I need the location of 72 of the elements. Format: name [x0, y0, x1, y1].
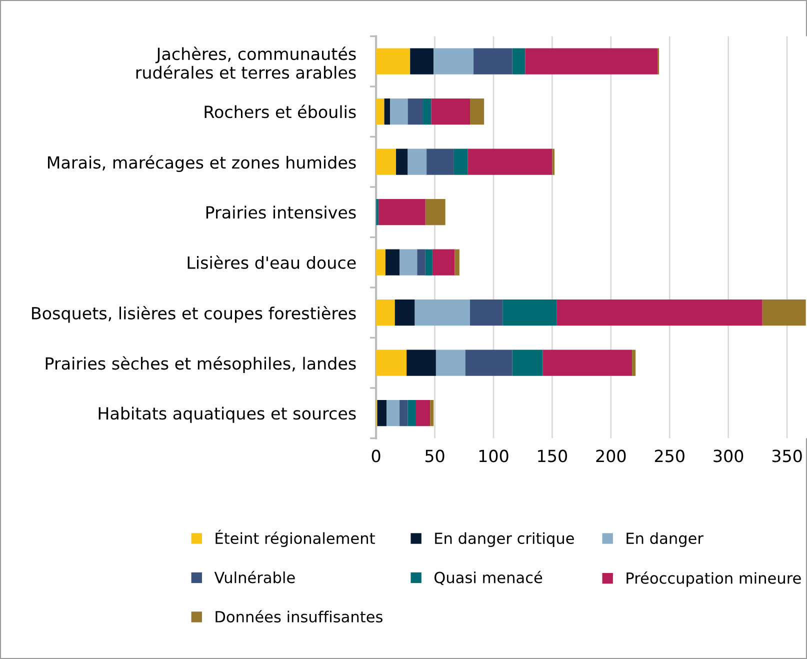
x-tick-label: 350 — [772, 450, 802, 462]
bar — [423, 98, 432, 125]
bar — [408, 148, 427, 175]
bar — [408, 400, 416, 426]
bar — [426, 148, 454, 175]
y-tick-label: Jachères, communautés rudérales et terres arables — [136, 46, 356, 79]
bar — [454, 249, 460, 276]
bar — [376, 98, 384, 125]
bar — [465, 350, 512, 376]
bar — [377, 400, 387, 426]
bar — [431, 98, 470, 125]
bar — [512, 48, 526, 74]
bar — [762, 300, 806, 326]
x-tick-label: 300 — [714, 450, 744, 462]
x-tick-label: 150 — [538, 450, 567, 462]
bar — [400, 249, 418, 276]
bar — [552, 148, 555, 175]
y-tick-label: Prairies intensives — [206, 206, 356, 219]
bar — [432, 249, 455, 276]
legend-label: Vulnérable — [214, 570, 295, 584]
legend-label: Données insuffisantes — [216, 610, 382, 623]
y-tick-label: Rochers et éboulis — [204, 104, 356, 118]
bar — [400, 400, 408, 426]
bar — [376, 48, 410, 74]
bar — [376, 249, 386, 276]
bar — [436, 350, 466, 376]
x-tick-label: 0 — [372, 450, 380, 462]
bar — [502, 300, 557, 326]
bar — [390, 98, 408, 125]
legend-label: Éteint régionalement — [216, 530, 375, 548]
bar — [376, 148, 396, 175]
y-tick-label: Bosquets, lisières et coupes forestières — [32, 306, 356, 323]
bar — [408, 98, 424, 125]
bar — [396, 148, 408, 175]
bar — [454, 148, 468, 175]
legend-label: En danger critique — [435, 532, 574, 548]
bar — [386, 400, 400, 426]
bar — [410, 48, 434, 74]
bar — [378, 199, 426, 226]
bar — [414, 300, 470, 326]
bar — [384, 98, 390, 125]
x-tick-label: 250 — [654, 450, 684, 462]
bar — [406, 350, 436, 376]
bar — [542, 350, 632, 376]
bar — [385, 249, 400, 276]
legend-label: En danger — [626, 532, 704, 548]
bar — [425, 249, 432, 276]
bar — [434, 48, 474, 74]
bar — [376, 300, 395, 326]
bar — [416, 400, 430, 426]
bar — [525, 48, 658, 74]
y-tick-label: Prairies sèches et mésophiles, landes — [46, 356, 356, 373]
bar — [512, 350, 543, 376]
y-tick-label: Habitats aquatiques et sources — [98, 406, 356, 423]
y-tick-label: Lisières d'eau douce — [188, 255, 356, 269]
legend-label: Préoccupation mineure — [626, 571, 801, 587]
bar — [556, 300, 762, 326]
x-tick-label: 200 — [596, 450, 626, 462]
bar — [394, 300, 415, 326]
bar — [417, 249, 426, 276]
bar — [470, 98, 484, 125]
bar — [425, 199, 446, 226]
x-tick-label: 100 — [479, 450, 508, 462]
bar — [474, 48, 512, 74]
bar — [468, 148, 552, 175]
bar — [376, 350, 407, 376]
y-tick-label: Marais, marécages et zones humides — [48, 155, 356, 172]
bar — [430, 400, 434, 426]
legend-label: Quasi menacé — [434, 570, 542, 586]
bar — [470, 300, 503, 326]
x-tick-label: 50 — [425, 450, 444, 462]
bar — [632, 350, 636, 376]
